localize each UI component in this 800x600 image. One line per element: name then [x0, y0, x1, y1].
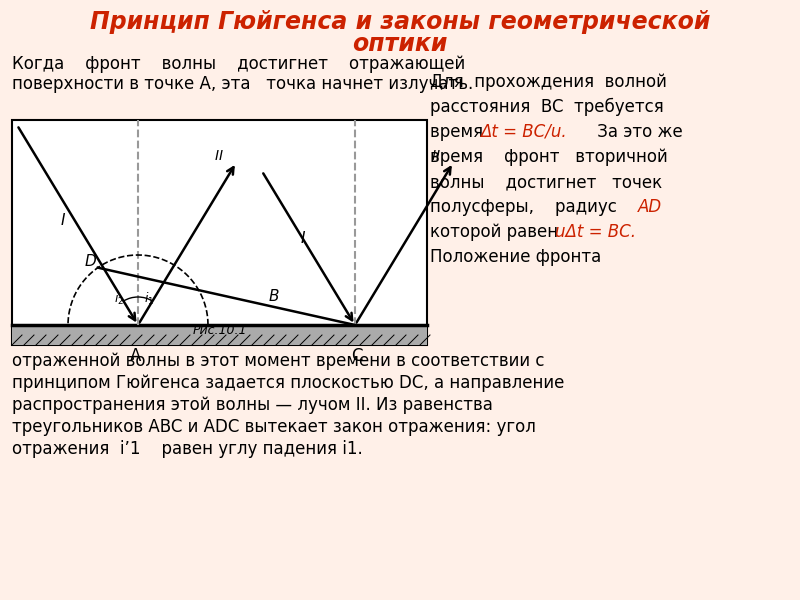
Text: Положение фронта: Положение фронта: [430, 248, 602, 266]
Text: Для  прохождения  волной: Для прохождения волной: [430, 73, 667, 91]
Text: оптики: оптики: [352, 32, 448, 56]
Text: uΔt = BC.: uΔt = BC.: [555, 223, 636, 241]
Text: $i_2$: $i_2$: [114, 291, 124, 307]
Text: время: время: [430, 123, 488, 141]
Text: За это же: За это же: [592, 123, 682, 141]
Text: $B$: $B$: [268, 288, 279, 304]
Text: $I$: $I$: [59, 212, 66, 228]
Bar: [12, 120, 427, 345]
Text: время    фронт   вторичной: время фронт вторичной: [430, 148, 668, 166]
Text: поверхности в точке А, эта   точка начнет излучать.: поверхности в точке А, эта точка начнет …: [12, 75, 474, 93]
Text: Рис.10.1: Рис.10.1: [192, 324, 246, 337]
Text: $i_1$: $i_1$: [144, 291, 154, 307]
Text: полусферы,    радиус: полусферы, радиус: [430, 198, 633, 216]
Text: $II$: $II$: [214, 149, 224, 163]
Text: $D$: $D$: [84, 253, 97, 269]
Text: волны    достигнет   точек: волны достигнет точек: [430, 173, 662, 191]
Text: $II$: $II$: [431, 149, 441, 163]
Text: $I$: $I$: [301, 230, 306, 246]
Text: принципом Гюйгенса задается плоскостью DC, а направление: принципом Гюйгенса задается плоскостью D…: [12, 374, 564, 392]
Text: C: C: [351, 347, 362, 365]
Text: расстояния  BC  требуется: расстояния BC требуется: [430, 98, 664, 116]
Text: отражения  i’1    равен углу падения i1.: отражения i’1 равен углу падения i1.: [12, 440, 362, 458]
Text: которой равен: которой равен: [430, 223, 563, 241]
Text: распространения этой волны — лучом II. Из равенства: распространения этой волны — лучом II. И…: [12, 396, 493, 414]
Text: треугольников ABC и ADC вытекает закон отражения: угол: треугольников ABC и ADC вытекает закон о…: [12, 418, 536, 436]
Text: Δt = BC/u.: Δt = BC/u.: [480, 123, 566, 141]
Text: A: A: [130, 347, 142, 365]
Text: Когда    фронт    волны    достигнет    отражающей: Когда фронт волны достигнет отражающей: [12, 55, 466, 73]
Text: AD: AD: [638, 198, 662, 216]
Bar: [12, 325, 427, 345]
Text: отраженной волны в этот момент времени в соответствии с: отраженной волны в этот момент времени в…: [12, 352, 545, 370]
Text: Принцип Гюйгенса и законы геометрической: Принцип Гюйгенса и законы геометрической: [90, 10, 710, 34]
